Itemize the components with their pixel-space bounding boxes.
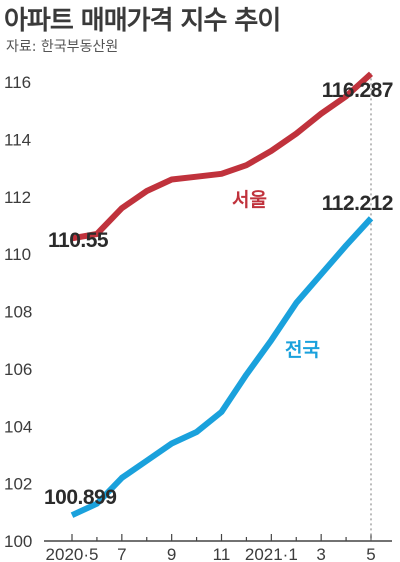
- value-annotation: 112.212: [322, 192, 393, 215]
- y-tick-label: 116: [4, 73, 31, 92]
- series-line-1: [70, 216, 374, 518]
- series-name-label: 전국: [285, 339, 320, 361]
- value-annotation: 100.899: [44, 486, 116, 509]
- x-tick-label: 3: [316, 545, 325, 562]
- y-tick-label: 102: [4, 475, 32, 494]
- y-tick-label: 110: [4, 245, 31, 264]
- series-line-0: [71, 71, 374, 242]
- chart-source: 자료: 한국부동산원: [6, 39, 119, 55]
- x-tick-label: 2021·1: [245, 545, 298, 562]
- x-tick-label: 9: [167, 545, 176, 562]
- series-name-label: 서울: [232, 189, 267, 211]
- y-tick-label: 114: [4, 130, 31, 149]
- x-tick-label: 11: [213, 545, 231, 562]
- y-tick-label: 106: [4, 360, 32, 379]
- chart-title: 아파트 매매가격 지수 추이: [4, 6, 281, 36]
- series-lines: [70, 71, 374, 518]
- y-axis: 100 102 104 106 108 110 112 114 116: [4, 73, 32, 551]
- x-axis: 2020·5 7 9 11 2021·1 3 5: [44, 73, 392, 562]
- x-tick-label: 2020·5: [46, 545, 99, 562]
- x-tick-label: 5: [366, 545, 375, 562]
- y-tick-label: 112: [4, 188, 31, 207]
- y-tick-label: 100: [4, 532, 32, 551]
- value-annotation: 110.55: [48, 229, 109, 252]
- y-tick-label: 104: [4, 417, 32, 436]
- y-tick-label: 108: [4, 303, 32, 322]
- value-annotation: 116.287: [322, 79, 393, 102]
- x-tick-label: 7: [117, 545, 126, 562]
